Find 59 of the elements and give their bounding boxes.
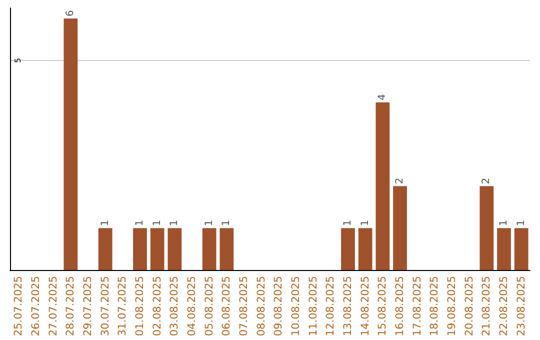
x-tick-label: 29.07.2025 <box>82 276 94 336</box>
x-tick-label: 16.08.2025 <box>394 276 406 336</box>
x-tick-label: 06.08.2025 <box>220 276 233 336</box>
x-tick-label: 15.08.2025 <box>376 276 389 336</box>
bar <box>514 228 528 270</box>
bar <box>341 228 355 270</box>
x-tick-label: 10.08.2025 <box>290 276 302 336</box>
bar <box>64 18 78 270</box>
x-tick-label: 02.08.2025 <box>151 276 164 336</box>
x-tick-label: 17.08.2025 <box>411 276 424 336</box>
bar <box>358 228 372 270</box>
x-tick-label: 08.08.2025 <box>255 276 268 336</box>
data-label: 1 <box>134 220 146 226</box>
data-label: 1 <box>342 220 354 226</box>
x-tick-label: 28.07.2025 <box>64 276 77 336</box>
bar <box>98 228 112 270</box>
x-tick-label: 30.07.2025 <box>99 276 112 336</box>
x-tick-label: 12.08.2025 <box>324 276 337 336</box>
bar <box>202 228 216 270</box>
x-tick-label: 25.07.2025 <box>12 276 25 336</box>
bar <box>497 228 511 270</box>
x-tick-label: 05.08.2025 <box>203 276 216 336</box>
x-tick-label: 07.08.2025 <box>238 276 250 336</box>
x-tick-label: 11.08.2025 <box>307 276 320 336</box>
x-tick-label: 13.08.2025 <box>342 276 354 336</box>
data-label: 4 <box>377 94 388 100</box>
data-label: 1 <box>169 220 180 226</box>
x-tick-label: 01.08.2025 <box>134 276 146 336</box>
x-tick-label: 03.08.2025 <box>168 276 181 336</box>
bar <box>376 102 390 270</box>
y-tick-label: 5 <box>14 58 22 63</box>
bar <box>393 186 407 270</box>
x-tick-label: 04.08.2025 <box>186 276 198 336</box>
data-label: 2 <box>481 178 492 184</box>
x-tick-label: 09.08.2025 <box>272 276 285 336</box>
data-label: 2 <box>394 178 406 184</box>
x-tick-label: 22.08.2025 <box>498 276 510 336</box>
data-label: 1 <box>204 220 215 226</box>
bar <box>150 228 164 270</box>
x-tick-label: 26.07.2025 <box>30 276 42 336</box>
x-tick-label: 20.08.2025 <box>463 276 476 336</box>
x-tick-label: 23.08.2025 <box>515 276 528 336</box>
data-label: 1 <box>360 220 371 226</box>
data-label: 1 <box>100 220 111 226</box>
bar <box>480 186 494 270</box>
x-tick-label: 21.08.2025 <box>480 276 493 336</box>
x-tick-label: 18.08.2025 <box>428 276 441 336</box>
bar <box>133 228 147 270</box>
data-label: 1 <box>152 220 163 226</box>
data-label: 1 <box>221 220 232 226</box>
data-label: 6 <box>65 10 76 16</box>
data-label: 1 <box>498 220 510 226</box>
bar <box>220 228 234 270</box>
x-tick-label: 19.08.2025 <box>446 276 458 336</box>
x-tick-label: 14.08.2025 <box>359 276 372 336</box>
data-label: 1 <box>516 220 527 226</box>
x-tick-label: 27.07.2025 <box>47 276 60 336</box>
bar <box>168 228 182 270</box>
x-tick-label: 31.07.2025 <box>116 276 129 336</box>
